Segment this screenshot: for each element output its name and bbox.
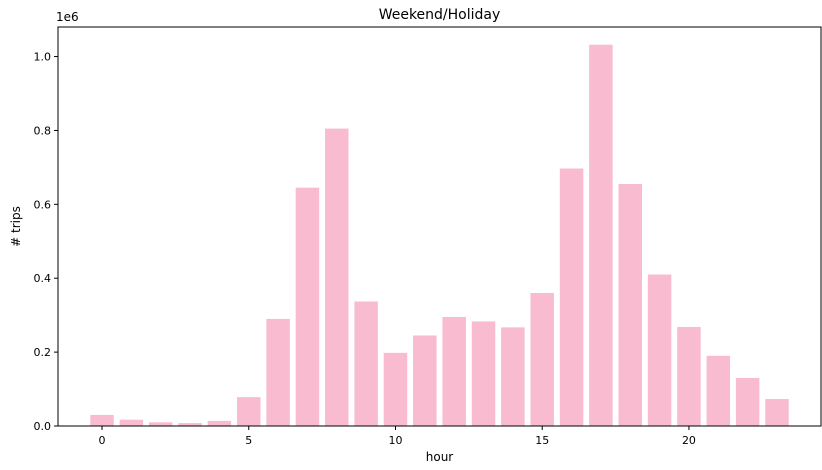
- y-axis-ticks: 0.0 0.2 0.4 0.6 0.8 1.0: [34, 51, 58, 433]
- bar-hour-8: [325, 128, 349, 426]
- bar-hour-7: [295, 187, 320, 426]
- y-tick-label: 0.4: [34, 272, 52, 285]
- x-tick-label: 0: [99, 434, 106, 447]
- bar-hour-18: [618, 184, 642, 426]
- bar-hour-12: [442, 317, 466, 426]
- x-tick-label: 20: [682, 434, 696, 447]
- x-tick-label: 5: [245, 434, 252, 447]
- bar-hour-2: [148, 422, 173, 426]
- bar-hour-10: [383, 352, 408, 426]
- bars-layer: [90, 44, 789, 426]
- x-axis-ticks: 0 5 10 15 20: [99, 426, 696, 447]
- bar-hour-13: [471, 321, 496, 426]
- bar-hour-14: [501, 327, 525, 426]
- y-tick-label: 0.2: [34, 346, 52, 359]
- y-tick-label: 0.0: [34, 420, 52, 433]
- bar-hour-19: [647, 274, 672, 426]
- bar-hour-3: [178, 423, 202, 426]
- y-tick-label: 0.8: [34, 124, 52, 137]
- bar-hour-11: [413, 335, 437, 426]
- y-tick-label: 1.0: [34, 51, 52, 64]
- x-tick-label: 15: [535, 434, 549, 447]
- chart-title: Weekend/Holiday: [379, 7, 501, 23]
- y-tick-label: 0.6: [34, 198, 52, 211]
- bar-hour-17: [589, 44, 613, 426]
- x-tick-label: 10: [388, 434, 402, 447]
- bar-hour-4: [207, 420, 232, 426]
- bar-hour-15: [530, 293, 554, 426]
- bar-hour-5: [237, 397, 261, 426]
- x-axis-label: hour: [426, 450, 454, 464]
- bar-hour-9: [354, 301, 378, 426]
- bar-hour-6: [266, 318, 290, 426]
- bar-hour-20: [677, 326, 701, 426]
- bar-hour-22: [735, 377, 760, 426]
- bar-hour-21: [706, 355, 731, 426]
- bar-hour-0: [90, 414, 114, 426]
- bar-hour-23: [765, 399, 789, 426]
- bar-hour-16: [559, 168, 584, 426]
- bar-hour-1: [119, 419, 144, 426]
- plot-frame: [57, 26, 822, 427]
- y-axis-label: # trips: [9, 206, 23, 247]
- y-axis-scale-label: 1e6: [56, 10, 79, 24]
